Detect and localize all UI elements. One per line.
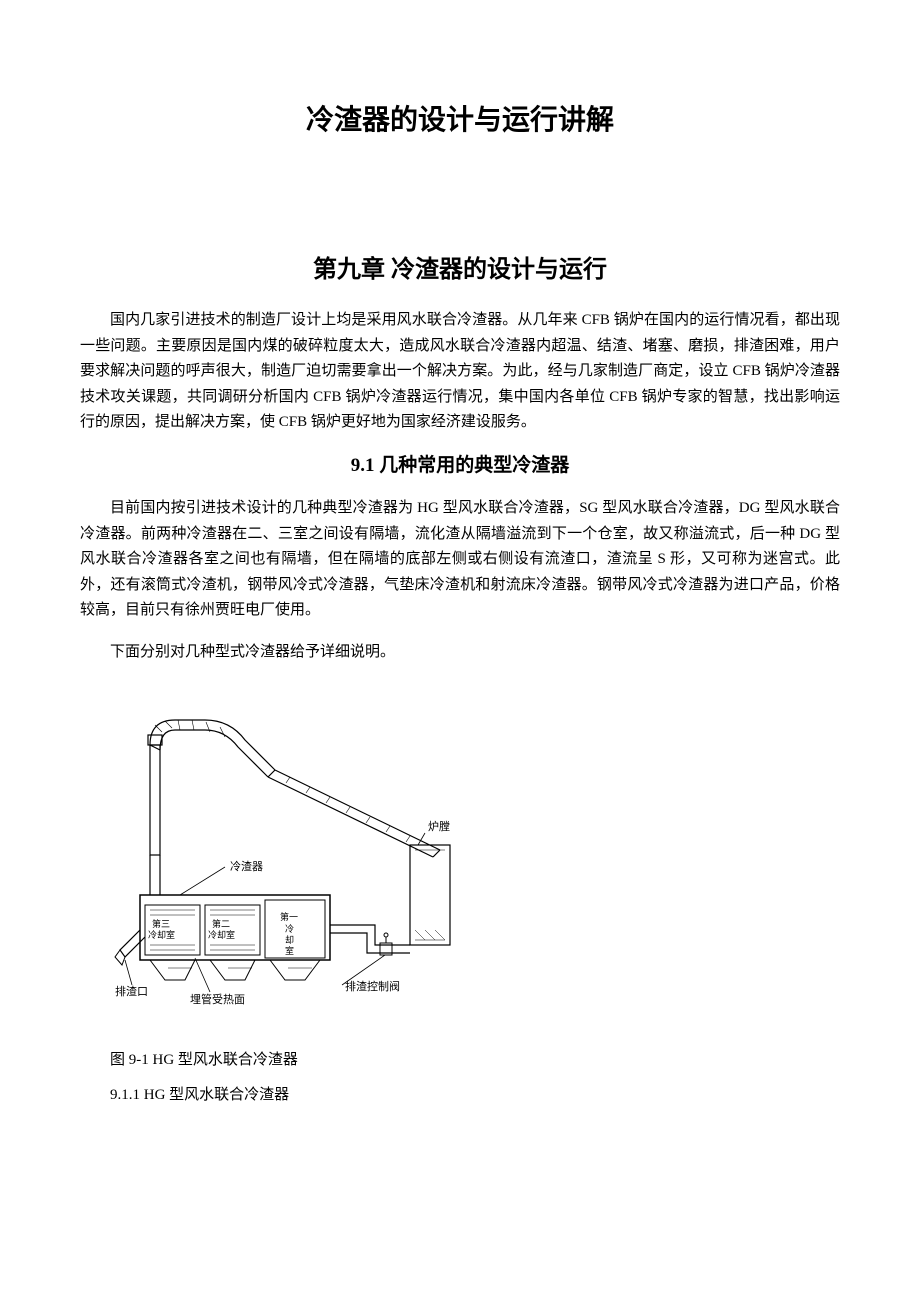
room2-label-2: 冷却室 <box>208 929 235 940</box>
room1-label-4: 室 <box>285 945 294 956</box>
furnace-label: 炉膛 <box>428 819 450 833</box>
diagram-container: 炉膛 冷渣器 第三 冷却室 第二 冷却室 第一 冷 却 <box>110 695 840 1033</box>
main-title: 冷渣器的设计与运行讲解 <box>80 100 840 142</box>
section-9-1-title: 9.1 几种常用的典型冷渣器 <box>80 452 840 481</box>
slag-outlet-label: 排渣口 <box>115 984 148 998</box>
figure-9-1-caption: 图 9-1 HG 型风水联合冷渣器 <box>110 1049 840 1072</box>
room3-label-2: 冷却室 <box>148 929 175 940</box>
room2-label-1: 第二 <box>212 918 230 929</box>
room1-label-3: 却 <box>285 935 294 945</box>
room3-label-1: 第三 <box>152 918 170 929</box>
room1-label-1: 第一 <box>280 911 298 922</box>
hg-cooler-diagram: 炉膛 冷渣器 第三 冷却室 第二 冷却室 第一 冷 却 <box>110 695 490 1025</box>
control-valve-label: 排渣控制阀 <box>345 979 400 993</box>
buried-pipe-label: 埋管受热面 <box>190 992 245 1006</box>
subsection-9-1-1-title: 9.1.1 HG 型风水联合冷渣器 <box>110 1084 840 1107</box>
cooler-label: 冷渣器 <box>230 859 263 873</box>
section-9-1-p1: 目前国内按引进技术设计的几种典型冷渣器为 HG 型风水联合冷渣器，SG 型风水联… <box>80 496 840 624</box>
room1-label-2: 冷 <box>285 923 294 934</box>
section-9-1-p2: 下面分别对几种型式冷渣器给予详细说明。 <box>80 640 840 666</box>
intro-paragraph: 国内几家引进技术的制造厂设计上均是采用风水联合冷渣器。从几年来 CFB 锅炉在国… <box>80 308 840 436</box>
chapter-title: 第九章 冷渣器的设计与运行 <box>80 252 840 288</box>
